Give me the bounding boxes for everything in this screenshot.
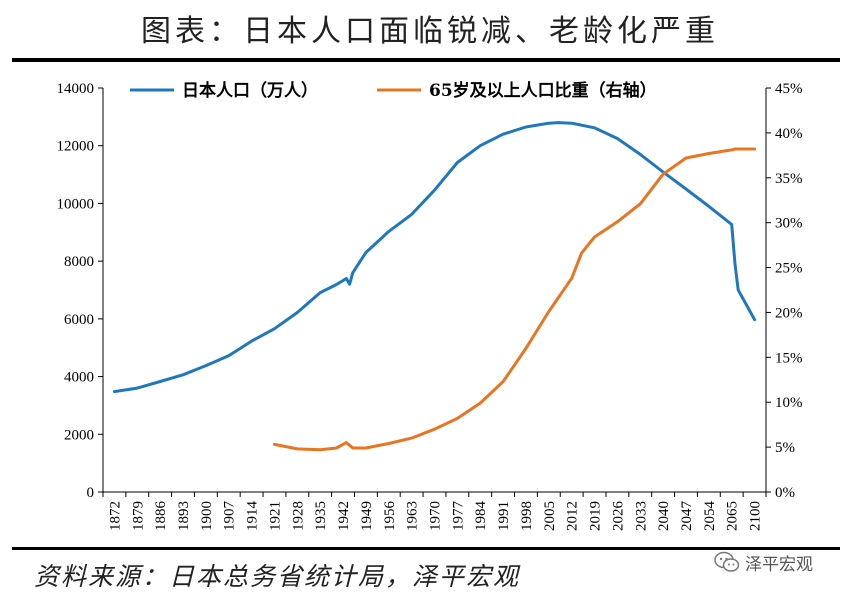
y-tick-label-right: 25%	[775, 261, 803, 277]
y-tick-label-right: 45%	[775, 81, 803, 97]
x-tick-label: 1991	[496, 501, 512, 531]
y-tick-label-right: 10%	[775, 395, 803, 411]
y-tick-label-right: 5%	[775, 440, 795, 456]
x-tick-label: 1886	[153, 501, 169, 532]
x-tick-label: 2026	[610, 501, 626, 532]
x-tick-label: 2047	[679, 501, 695, 532]
chart-lines	[112, 121, 757, 452]
y-tick-label-right: 40%	[775, 126, 803, 142]
y-tick-label-left: 0	[87, 485, 95, 501]
chart-axes: 0 2000 4000 6000 8000 10000 12000 14000 0% 5% 10% 1…	[57, 81, 803, 531]
y-tick-label-left: 12000	[57, 139, 95, 155]
x-tick-label: 2005	[542, 501, 558, 531]
x-tick-label: 1942	[336, 501, 352, 531]
chart-legend: 日本人口（万人） 65岁及以上人口比重（右轴）	[130, 80, 657, 101]
y-tick-label-right: 30%	[775, 216, 803, 232]
x-tick-label: 1893	[176, 501, 192, 531]
x-tick-label: 1970	[428, 501, 444, 531]
x-tick-label: 1949	[359, 501, 375, 531]
x-tick-label: 2019	[588, 501, 604, 531]
x-tick-label: 1914	[245, 501, 261, 532]
x-tick-label: 1928	[290, 501, 306, 531]
series-line-elderly-share	[273, 147, 757, 452]
y-tick-label-left: 14000	[57, 81, 95, 97]
y-tick-label-right: 20%	[775, 305, 803, 321]
x-tick-label: 1900	[199, 501, 215, 531]
x-tick-label: 1956	[382, 501, 398, 532]
x-tick-label: 1872	[107, 501, 123, 531]
y-tick-label-right: 0%	[775, 485, 795, 501]
x-tick-label: 2040	[656, 501, 672, 531]
x-tick-label: 1998	[519, 501, 535, 531]
title-rule	[12, 58, 840, 62]
legend-label: 日本人口（万人）	[182, 80, 318, 101]
watermark-label: 泽平宏观	[745, 554, 813, 575]
x-tick-label: 2054	[702, 501, 718, 532]
y-tick-label-left: 6000	[64, 312, 94, 328]
source-note: 资料来源：日本总务省统计局，泽平宏观	[34, 562, 521, 591]
x-tick-label: 2033	[633, 501, 649, 531]
x-tick-label: 1935	[313, 501, 329, 531]
x-tick-label: 2012	[565, 501, 581, 531]
x-tick-label: 1879	[130, 501, 146, 531]
x-tick-label: 1921	[267, 501, 283, 531]
series-line-population	[112, 121, 757, 394]
x-tick-label: 1977	[450, 501, 466, 532]
y-tick-label-right: 15%	[775, 350, 803, 366]
page-title: 图表：日本人口面临锐减、老龄化严重	[141, 14, 719, 49]
line-chart: 0 2000 4000 6000 8000 10000 12000 14000 0% 5% 10% 1…	[57, 80, 803, 531]
wechat-icon	[714, 551, 740, 572]
source-rule	[12, 547, 840, 550]
x-tick-label: 2100	[748, 501, 764, 531]
x-tick-label: 1984	[473, 500, 489, 531]
y-tick-label-right: 35%	[775, 171, 803, 187]
watermark: 泽平宏观	[714, 548, 813, 576]
x-tick-label: 1907	[222, 501, 238, 532]
y-tick-label-left: 10000	[57, 196, 95, 212]
x-tick-label: 2065	[725, 501, 741, 531]
x-tick-label: 1963	[405, 501, 421, 531]
y-tick-label-left: 2000	[64, 427, 94, 443]
y-tick-label-left: 4000	[64, 370, 94, 386]
y-tick-label-left: 8000	[64, 254, 94, 270]
legend-label: 65岁及以上人口比重（右轴）	[429, 80, 657, 101]
